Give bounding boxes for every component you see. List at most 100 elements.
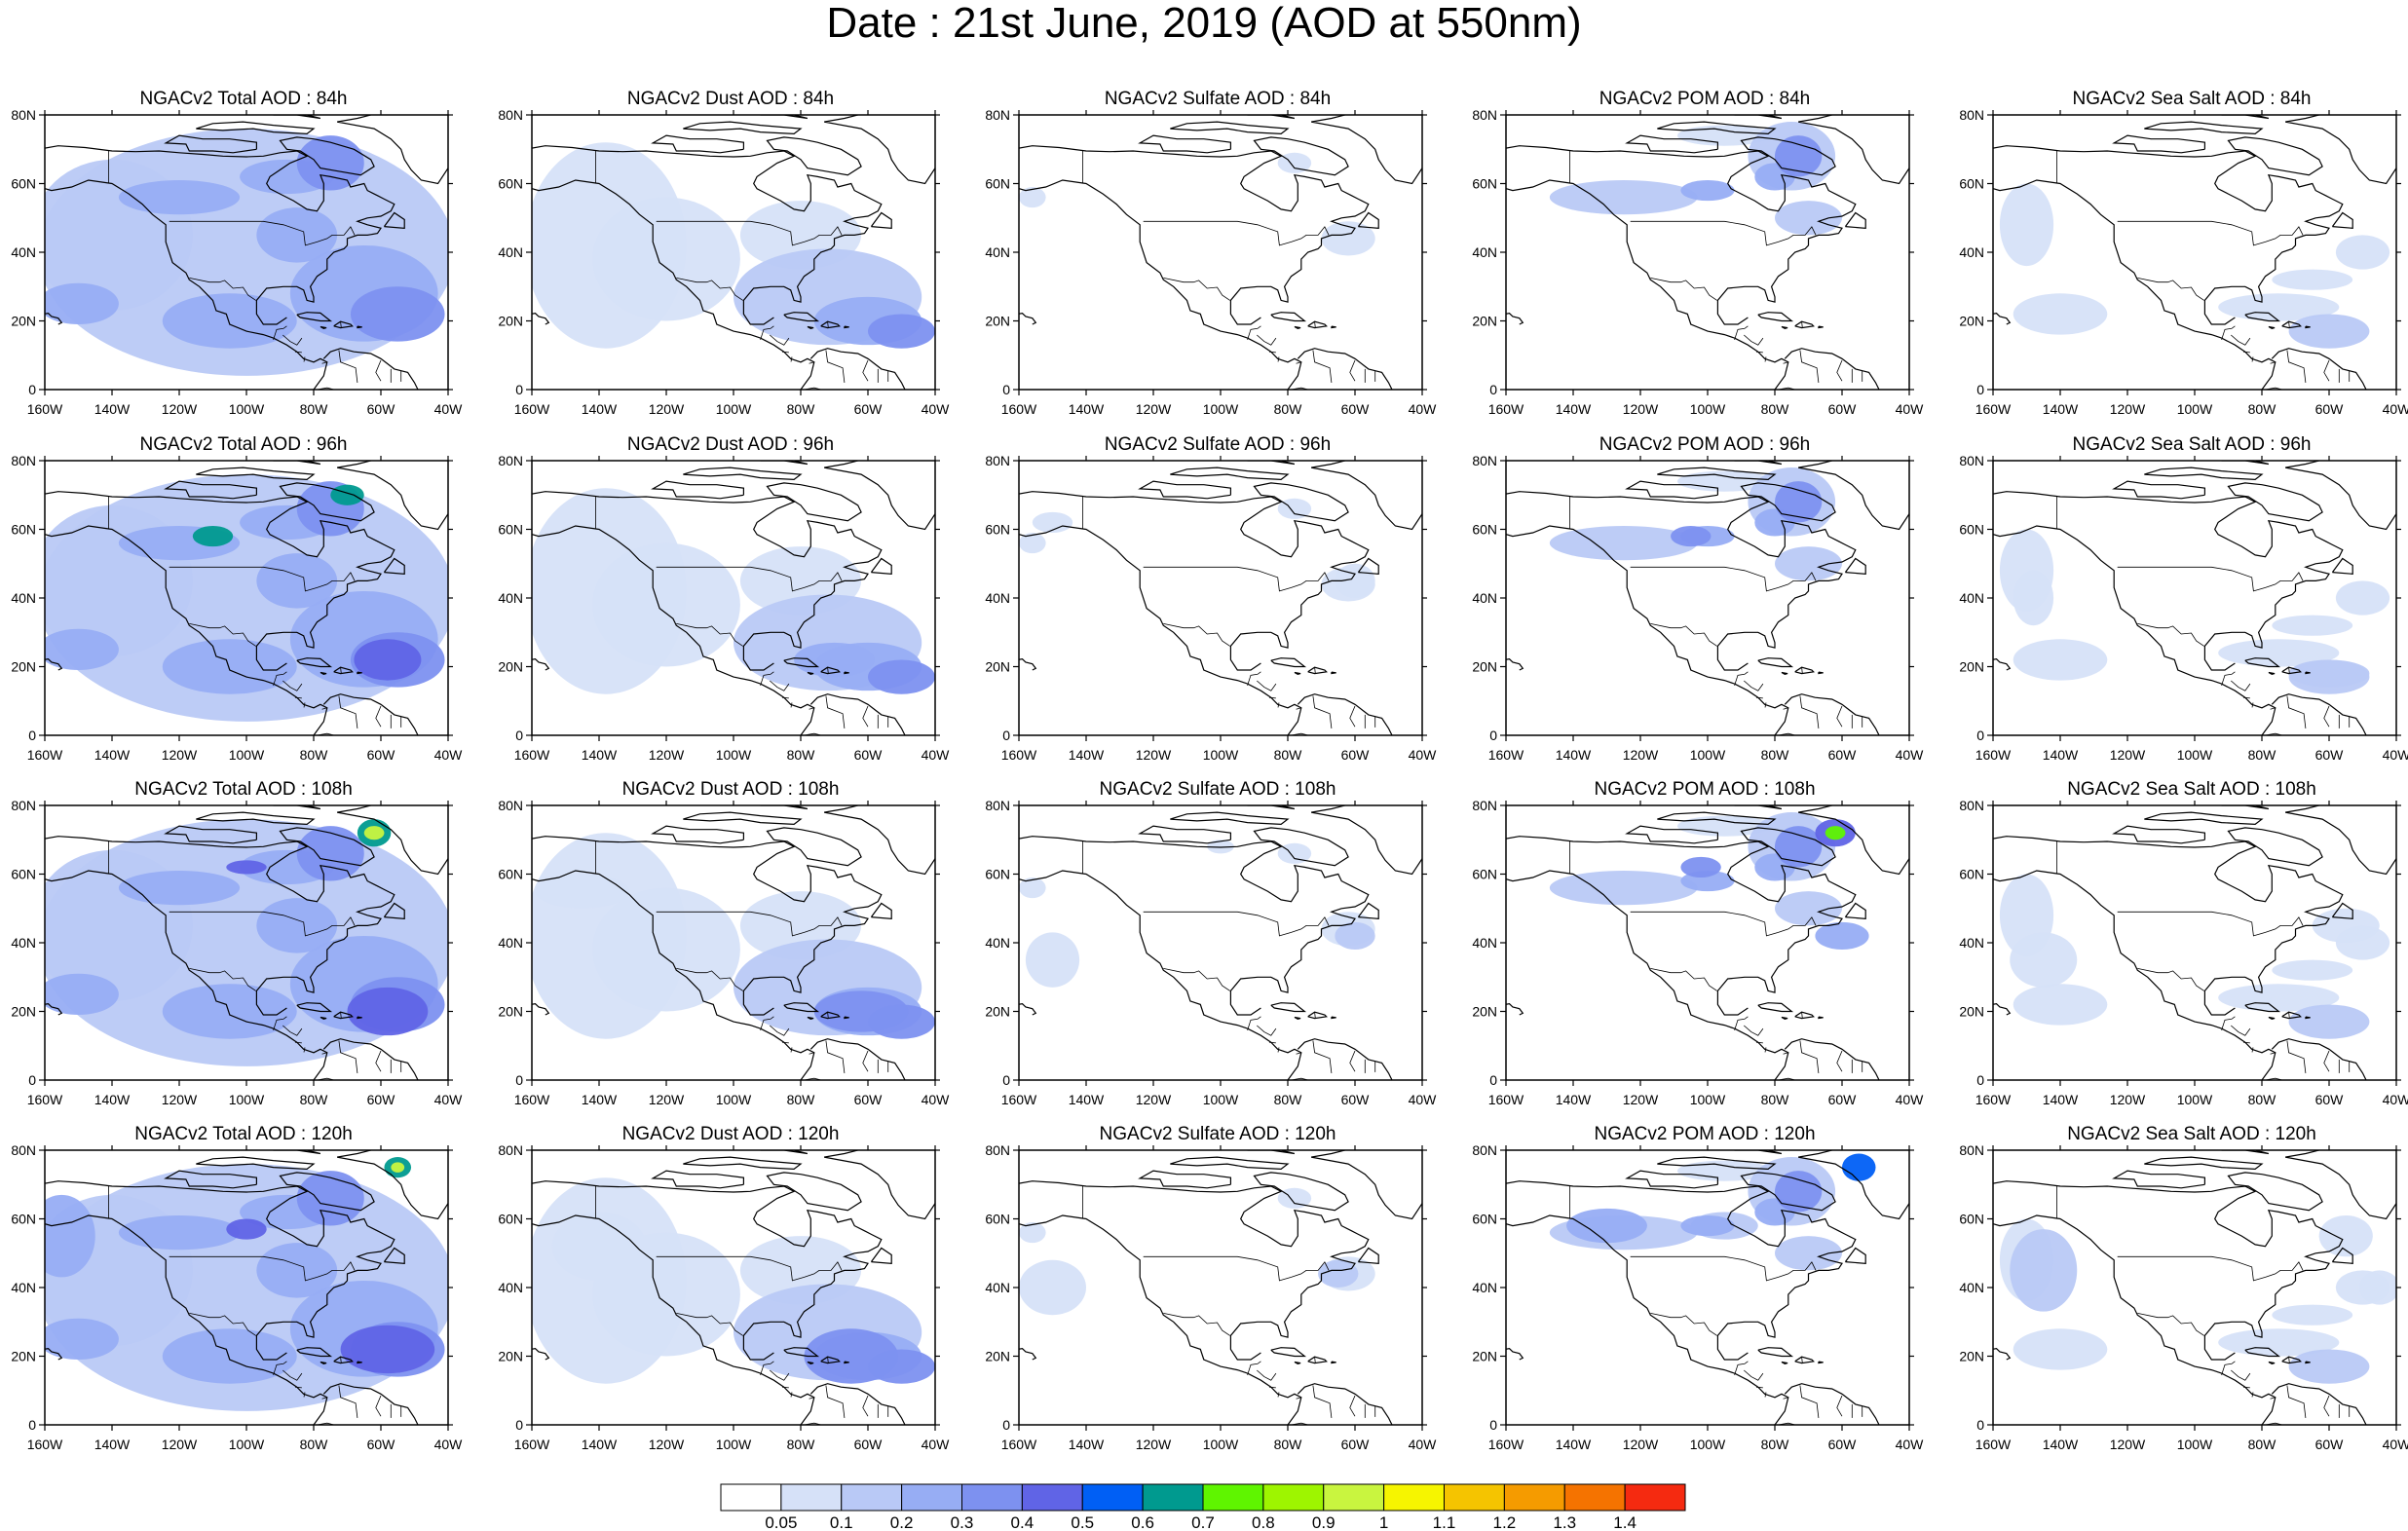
aod-shading xyxy=(256,553,338,609)
aod-shading xyxy=(1775,546,1842,581)
map-panel: 160W 140W 120W 100W 80W 60W 40W 0 20N 40N 60N 80N NG… xyxy=(487,0,950,418)
coastline xyxy=(2227,827,2323,867)
panel-title: NGACv2 Sulfate AOD : 120h xyxy=(1099,1124,1336,1144)
lon-tick-label: 140W xyxy=(582,747,618,763)
country-border xyxy=(189,278,256,301)
country-border xyxy=(2221,1016,2236,1031)
lon-tick-label: 80W xyxy=(1761,1437,1790,1452)
country-border xyxy=(294,696,302,699)
country-border xyxy=(1257,680,1277,691)
lon-tick-label: 140W xyxy=(1556,1437,1592,1452)
lon-tick-label: 100W xyxy=(716,401,752,417)
country-border xyxy=(338,350,358,383)
country-border xyxy=(1734,1016,1749,1031)
country-border xyxy=(2323,1050,2330,1072)
country-border xyxy=(781,696,789,699)
colorbar-swatch xyxy=(901,1483,962,1512)
map-panel: 160W 140W 120W 100W 80W 60W 40W 0 20N 40N 60N 80N NG… xyxy=(487,346,950,764)
lon-tick-label: 140W xyxy=(582,401,618,417)
country-border xyxy=(1277,1392,1280,1398)
colorbar-level-label: 0.3 xyxy=(951,1513,974,1531)
lon-tick-label: 60W xyxy=(1828,401,1858,417)
coastline xyxy=(2281,1011,2302,1020)
coastline xyxy=(357,1016,362,1020)
coastline xyxy=(766,136,862,176)
lat-tick-label: 40N xyxy=(985,935,1010,951)
coastline xyxy=(823,805,935,876)
country-border xyxy=(1783,707,1788,710)
coastline xyxy=(322,348,419,390)
coastline xyxy=(45,179,328,390)
country-border xyxy=(1143,1255,1330,1282)
coastline xyxy=(1331,1361,1336,1364)
country-border xyxy=(1755,696,1763,699)
aod-shading xyxy=(256,898,338,953)
country-border xyxy=(862,359,869,382)
aod-shading xyxy=(2288,1349,2370,1384)
aod-shading xyxy=(2335,580,2390,616)
lat-tick-label: 60N xyxy=(498,522,523,538)
lat-tick-label: 80N xyxy=(11,453,36,468)
country-border xyxy=(1734,1361,1749,1376)
lat-tick-label: 80N xyxy=(11,798,36,813)
aod-shading xyxy=(2013,639,2108,681)
coastline xyxy=(2305,325,2311,329)
map-panel: 160W 140W 120W 100W 80W 60W 40W 0 20N 40N 60N 80N NG… xyxy=(1461,0,1924,418)
coastline xyxy=(1310,1150,1422,1220)
coastline xyxy=(1794,1011,1815,1020)
lat-tick-label: 60N xyxy=(1959,867,1984,882)
coastline xyxy=(164,134,257,154)
coastline xyxy=(766,1172,862,1212)
aod-shading xyxy=(2312,908,2380,943)
aod-shading xyxy=(1775,201,1842,236)
lat-tick-label: 40N xyxy=(11,935,36,951)
coastline xyxy=(651,134,744,154)
coastline xyxy=(2144,121,2264,135)
coastline xyxy=(1138,480,1231,500)
coastline xyxy=(2221,805,2270,810)
coastline xyxy=(2281,666,2302,675)
coastline xyxy=(870,211,892,229)
map-canvas: 160W 140W 120W 100W 80W 60W 40W 0 20N 40N 60N 80N xyxy=(11,1142,463,1452)
lat-tick-label: 40N xyxy=(985,244,1010,260)
coastline xyxy=(383,1247,405,1264)
map-panel: 160W 140W 120W 100W 80W 60W 40W 0 20N 40N 60N 80N NG… xyxy=(487,1035,950,1453)
country-border xyxy=(781,1386,789,1389)
lat-tick-label: 60N xyxy=(11,867,36,882)
panel-title: NGACv2 Sulfate AOD : 108h xyxy=(1099,779,1336,800)
lat-tick-label: 40N xyxy=(11,590,36,606)
coastline xyxy=(760,1150,809,1155)
country-border xyxy=(827,1012,829,1019)
coastline xyxy=(651,825,744,844)
country-border xyxy=(1312,350,1333,383)
coastline xyxy=(1019,1180,1370,1361)
country-border xyxy=(340,667,342,674)
lon-tick-label: 80W xyxy=(1274,1092,1303,1107)
country-border xyxy=(2137,1313,2204,1336)
lon-tick-label: 120W xyxy=(649,401,685,417)
country-border xyxy=(825,695,846,728)
lon-tick-label: 100W xyxy=(229,1092,265,1107)
lat-tick-label: 20N xyxy=(498,1004,523,1020)
country-border xyxy=(825,350,846,383)
lat-tick-label: 40N xyxy=(1959,1280,1984,1295)
coastline xyxy=(532,870,815,1080)
country-border xyxy=(1349,1395,1356,1417)
lon-tick-label: 100W xyxy=(1690,401,1726,417)
country-border xyxy=(760,1016,774,1031)
country-border xyxy=(294,1041,302,1044)
coastline xyxy=(823,115,935,185)
coastline xyxy=(357,671,362,675)
coastline xyxy=(322,1038,419,1080)
coastline xyxy=(1253,136,1349,176)
aod-shading xyxy=(813,990,909,1032)
country-border xyxy=(809,1397,814,1400)
coastline xyxy=(1247,461,1296,466)
country-border xyxy=(827,321,829,328)
country-border xyxy=(321,1397,327,1400)
lat-tick-label: 80N xyxy=(1472,1142,1497,1158)
coastline xyxy=(2227,136,2323,176)
lat-tick-label: 0 xyxy=(28,1417,36,1433)
country-border xyxy=(1744,1369,1764,1381)
lon-tick-label: 160W xyxy=(27,1092,63,1107)
